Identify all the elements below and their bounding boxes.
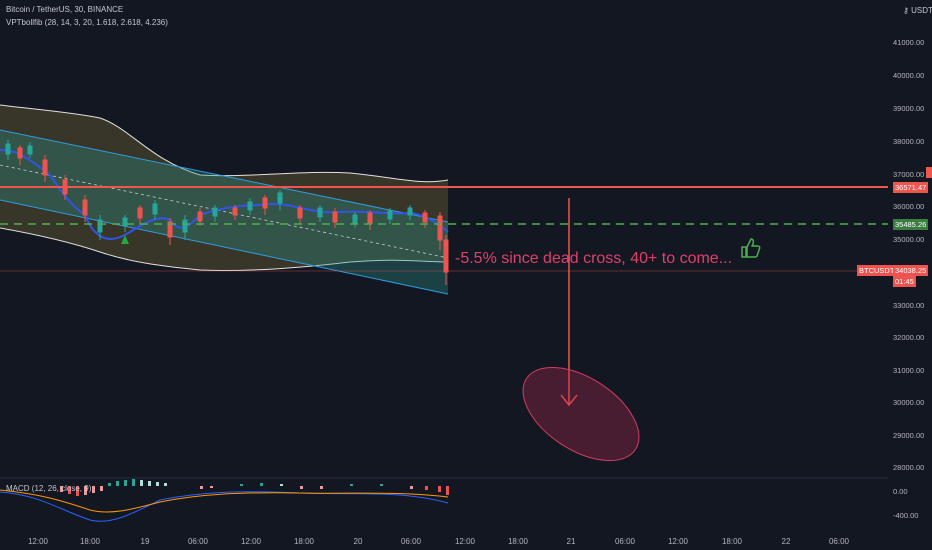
time-label: 12:00 (27, 537, 49, 546)
target-ellipse (522, 366, 640, 462)
price-label: 32000.00 (893, 333, 925, 342)
symbol-legend[interactable]: Bitcoin / TetherUS, 30, BINANCE (6, 5, 124, 14)
price-label: 36000.00 (893, 202, 925, 211)
price-label: 41000.00 (893, 38, 925, 47)
time-label: 21 (566, 537, 576, 546)
annotation-text[interactable]: -5.5% since dead cross, 40+ to come... (455, 250, 733, 267)
time-label: 22 (781, 537, 791, 546)
time-label: 12:00 (454, 537, 476, 546)
bollinger-lower (0, 227, 449, 272)
channel-mid (0, 164, 449, 259)
channel-upper (0, 129, 449, 223)
time-label: 18:00 (507, 537, 529, 546)
alert-marker[interactable] (926, 167, 932, 178)
macd-legend[interactable]: MACD (12, 26, close, 9) (6, 484, 92, 493)
time-label: 19 (140, 537, 150, 546)
green-level-tag[interactable]: 35485.26 (893, 219, 929, 230)
macd-axis-label: 0.00 (893, 487, 908, 496)
currency-selector[interactable]: ⚷ USDT (903, 6, 932, 15)
time-label: 06:00 (400, 537, 422, 546)
indicator-legend[interactable]: VPTbollfib (28, 14, 3, 20, 1.618, 2.618,… (6, 18, 168, 27)
candles (5, 140, 449, 285)
bar-countdown: 01:45 (893, 276, 916, 287)
time-label: 18:00 (293, 537, 315, 546)
macd-histogram (60, 479, 449, 496)
time-label: 18:00 (79, 537, 101, 546)
price-label: 29000.00 (893, 431, 925, 440)
price-label: 39000.00 (893, 104, 925, 113)
triangle-up-icon (121, 235, 129, 244)
symbol-tag: BTCUSDT (857, 265, 897, 276)
time-label: 06:00 (828, 537, 850, 546)
time-label: 12:00 (240, 537, 262, 546)
channel-lower (0, 199, 449, 295)
price-label: 31000.00 (893, 366, 925, 375)
price-label: 30000.00 (893, 398, 925, 407)
price-label: 33000.00 (893, 301, 925, 310)
price-label: 38000.00 (893, 137, 925, 146)
price-label: 37000.00 (893, 170, 925, 179)
bollinger-upper (0, 104, 449, 183)
signal-line (0, 489, 449, 513)
time-label: 20 (353, 537, 363, 546)
descending-channel (0, 130, 448, 294)
moving-average (0, 149, 449, 240)
price-label: 35000.00 (893, 235, 925, 244)
time-label: 06:00 (614, 537, 636, 546)
price-label: 40000.00 (893, 71, 925, 80)
time-label: 12:00 (667, 537, 689, 546)
macd-line (0, 491, 449, 522)
price-label: 28000.00 (893, 463, 925, 472)
currency-label: USDT (911, 6, 932, 15)
red-level-tag[interactable]: 36571.47 (893, 182, 929, 193)
lock-icon: ⚷ (903, 6, 909, 15)
current-price-tag: 34038.25 (893, 265, 929, 276)
time-label: 06:00 (187, 537, 209, 546)
time-label: 18:00 (721, 537, 743, 546)
thumbs-up-icon (741, 238, 761, 258)
macd-axis-label: -400.00 (893, 511, 919, 520)
